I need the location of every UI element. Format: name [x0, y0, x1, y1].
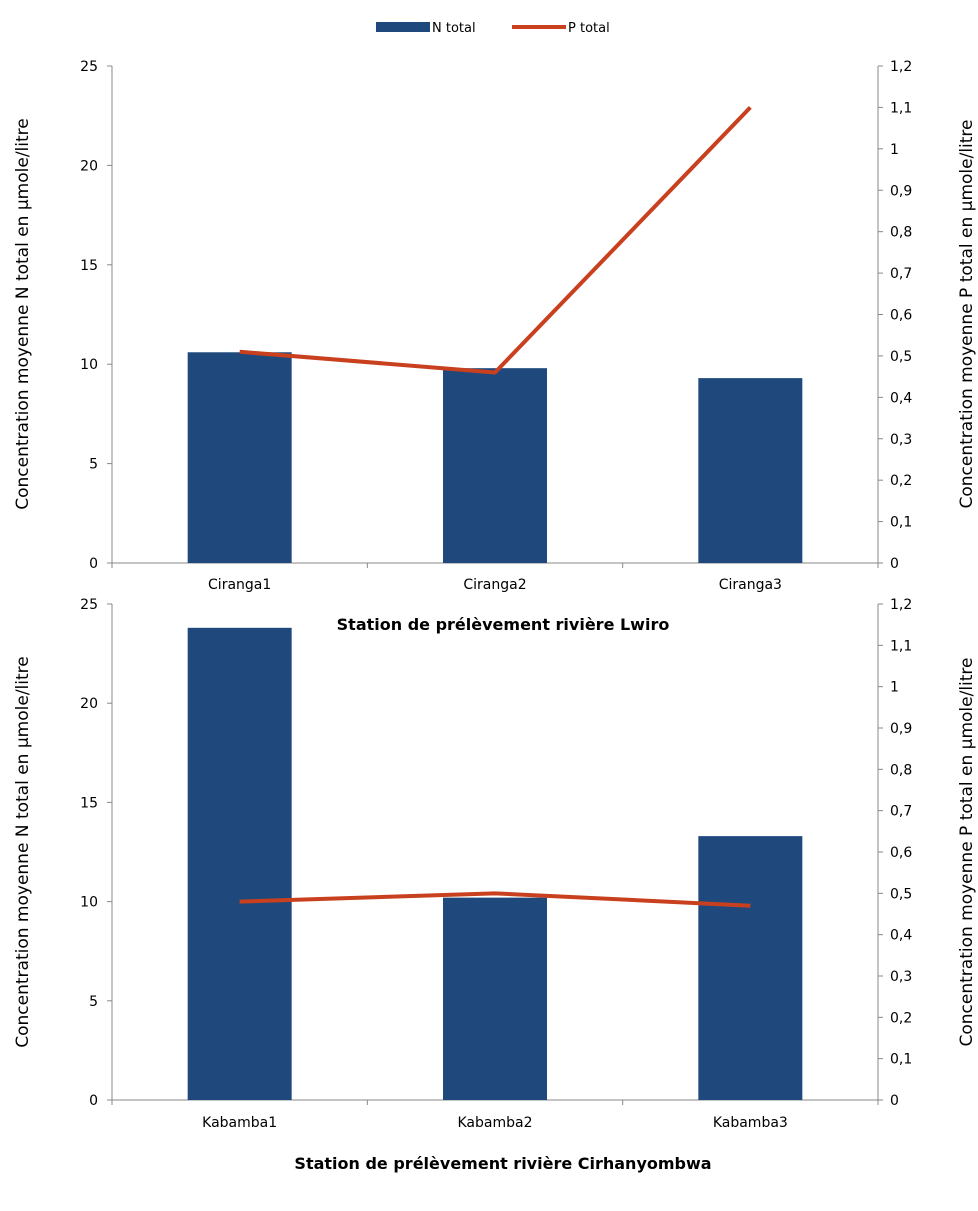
bar-kabamba1 [187, 627, 292, 1100]
right-tick-label: 0,8 [890, 762, 912, 778]
left-tick-label: 5 [89, 457, 98, 473]
p-total-line [239, 891, 751, 908]
bar-kabamba2 [443, 897, 547, 1100]
left-tick-label: 20 [80, 696, 98, 712]
right-tick-label: 0,8 [890, 225, 912, 241]
chart-lwiro: 0 5 10 15 20 25 0 0,1 0,2 0,3 0,4 0,5 0,6 0,7 0,8 0,9 1 1… [13, 59, 977, 634]
right-tick-label: 0,4 [890, 390, 912, 406]
right-tick-label: 0 [890, 556, 899, 572]
bar-ciranga1 [187, 352, 292, 563]
legend-label-n-total: N total [432, 21, 476, 36]
right-tick-label: 0,6 [890, 308, 912, 324]
right-tick-label: 0,9 [890, 721, 912, 737]
left-tick-label: 5 [89, 994, 98, 1010]
right-tick-label: 1,1 [890, 100, 912, 116]
right-tick-label: 0,7 [890, 266, 912, 282]
right-tick-label: 0,3 [890, 432, 912, 448]
bar-kabamba3 [698, 836, 803, 1100]
right-axis-title: Concentration moyenne P total en µmole/l… [957, 658, 977, 1047]
right-tick-label: 0,9 [890, 183, 912, 199]
right-tick-label: 1,1 [890, 638, 912, 654]
right-tick-label: 1 [890, 680, 899, 696]
right-tick-label: 1,2 [890, 59, 912, 75]
right-tick-label: 0,3 [890, 969, 912, 985]
category-label: Kabamba3 [713, 1115, 788, 1131]
right-tick-label: 0,1 [890, 1052, 912, 1068]
right-tick-label: 0,1 [890, 515, 912, 531]
category-label: Kabamba1 [202, 1115, 277, 1131]
right-tick-label: 0,2 [890, 473, 912, 489]
left-tick-label: 15 [80, 258, 98, 274]
left-axis-title: Concentration moyenne N total en µmole/l… [13, 656, 33, 1047]
legend-label-p-total: P total [568, 21, 610, 36]
right-tick-label: 0,2 [890, 1010, 912, 1026]
right-tick-label: 0 [890, 1093, 899, 1109]
x-axis-title: Station de prélèvement rivière Cirhanyom… [294, 1154, 711, 1173]
right-tick-label: 0,7 [890, 804, 912, 820]
legend-swatch-n-total [376, 22, 430, 32]
x-axis-title: Station de prélèvement rivière Lwiro [337, 615, 670, 634]
left-tick-label: 0 [89, 1093, 98, 1109]
category-label: Ciranga2 [463, 577, 526, 593]
left-tick-label: 20 [80, 158, 98, 174]
left-axis-title: Concentration moyenne N total en µmole/l… [13, 118, 33, 509]
category-label: Ciranga3 [719, 577, 782, 593]
category-label: Kabamba2 [458, 1115, 533, 1131]
right-axis-title: Concentration moyenne P total en µmole/l… [957, 120, 977, 509]
right-tick-label: 1 [890, 142, 899, 158]
left-tick-label: 10 [80, 895, 98, 911]
right-tick-label: 0,4 [890, 928, 912, 944]
legend: N total P total [376, 21, 610, 36]
right-tick-label: 1,2 [890, 597, 912, 613]
bar-ciranga3 [698, 378, 803, 563]
left-tick-label: 10 [80, 357, 98, 373]
right-tick-label: 0,6 [890, 845, 912, 861]
category-label: Ciranga1 [208, 577, 271, 593]
right-tick-label: 0,5 [890, 349, 912, 365]
left-tick-label: 25 [80, 59, 98, 75]
chart-cirhanyombwa: 0 5 10 15 20 25 0 0,1 0,2 0,3 0,4 0,5 0,6 0,7 0,8 0,9 1 1… [13, 597, 977, 1173]
bar-ciranga2 [443, 368, 547, 563]
left-tick-label: 0 [89, 556, 98, 572]
right-tick-label: 0,5 [890, 886, 912, 902]
p-total-line [239, 106, 752, 375]
left-tick-label: 25 [80, 597, 98, 613]
left-tick-label: 15 [80, 795, 98, 811]
